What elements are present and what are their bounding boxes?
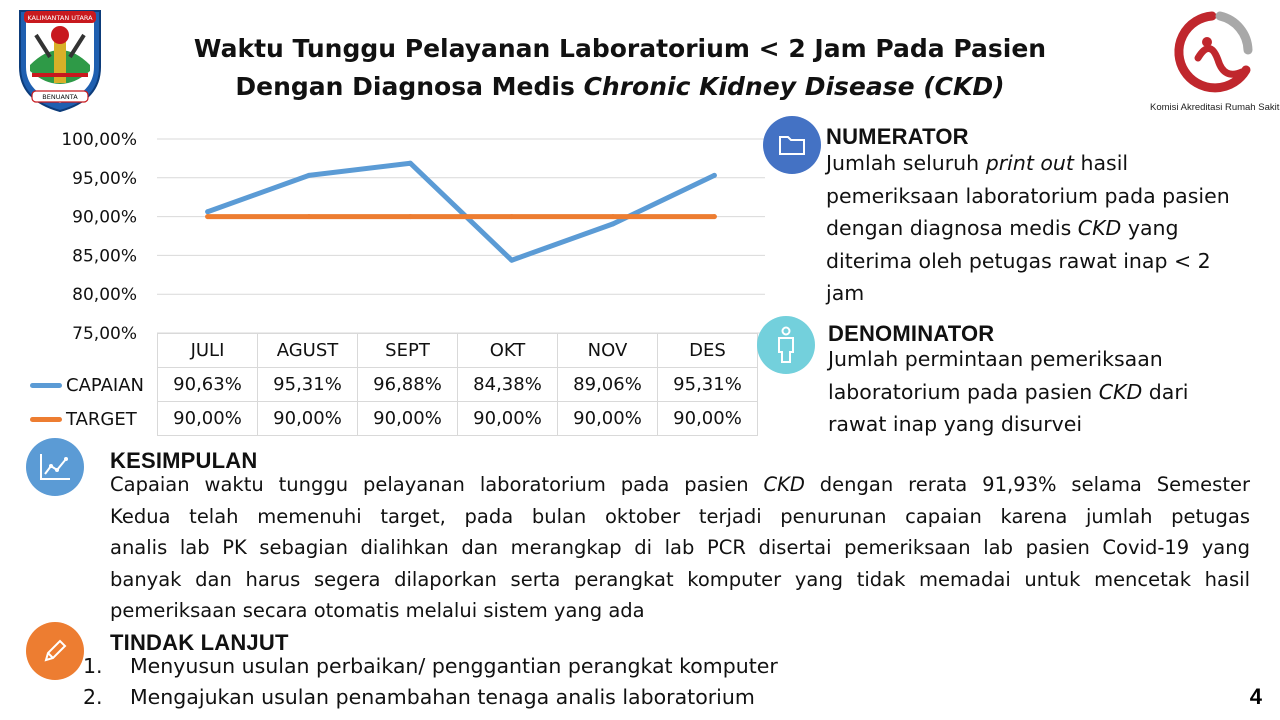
legend-entry: TARGET: [30, 402, 160, 436]
y-tick-label: 75,00%: [72, 324, 137, 344]
list-item-text: Menyusun usulan perbaikan/ penggantian p…: [130, 654, 778, 678]
numerator-line: pemeriksaan laboratorium pada pasien: [826, 183, 1230, 208]
kesimpulan-badge: [26, 438, 84, 496]
kars-logo: Komisi Akreditasi Rumah Sakit: [1150, 8, 1280, 118]
data-label: 90,00%: [457, 401, 558, 436]
kesimpulan-line: banyak dan harus segera dilaporkan serta…: [110, 567, 1250, 591]
denominator-line: Jumlah permintaan pemeriksaan: [828, 347, 1163, 371]
numerator-line: diterima oleh petugas rawat inap < 2: [826, 248, 1211, 273]
legend-swatch: [30, 382, 62, 388]
data-label: 84,38%: [457, 367, 558, 402]
list-item: 2. Mengajukan usulan penambahan tenaga an…: [83, 685, 778, 716]
numerator-text: Jumlah seluruh print out hasil pemeriksaa…: [826, 147, 1230, 310]
chart-series: [205, 160, 717, 263]
data-point-capaian: [407, 160, 413, 166]
x-tick-label: NOV: [557, 333, 658, 368]
data-point-capaian: [711, 172, 717, 178]
data-point-capaian: [205, 209, 211, 215]
kars-caption: Komisi Akreditasi Rumah Sakit: [1150, 102, 1280, 113]
legend-swatch: [30, 416, 62, 422]
y-tick-label: 100,00%: [61, 130, 137, 150]
data-label: 95,31%: [257, 367, 358, 402]
person-icon: [778, 326, 794, 363]
list-item-number: 1.: [83, 654, 103, 678]
page-number: 4: [1249, 684, 1262, 709]
pencil-icon: [44, 639, 67, 662]
chart-grid: [157, 138, 765, 334]
data-point-target: [205, 214, 211, 220]
kesimpulan-heading: KESIMPULAN: [110, 448, 258, 473]
legend-label: TARGET: [66, 408, 137, 430]
title-line-1: Waktu Tunggu Pelayanan Laboratorium < 2 …: [193, 34, 1047, 63]
data-point-capaian: [610, 221, 616, 227]
denominator-text: Jumlah permintaan pemeriksaan laboratoriu…: [828, 343, 1189, 441]
numerator-line: Jumlah seluruh print out hasil: [826, 151, 1129, 175]
y-tick-label: 80,00%: [72, 285, 137, 305]
kars-mark-icon: [1174, 11, 1253, 93]
data-point-target: [711, 214, 717, 220]
page-title: Waktu Tunggu Pelayanan Laboratorium < 2 …: [140, 30, 1100, 106]
legend-entry: CAPAIAN: [30, 368, 160, 402]
emblem-banner-bottom: BENUANTA: [42, 93, 78, 101]
province-emblem-logo: KALIMANTAN UTARA BENUANTA: [19, 10, 101, 113]
table-row: 90,63% 95,31% 96,88% 84,38% 89,06% 95,31%: [157, 367, 758, 402]
data-point-capaian: [509, 257, 515, 263]
chart-data-table: JULI AGUST SEPT OKT NOV DES 90,63% 95,31% 96,88%…: [157, 333, 758, 436]
numerator-line: jam: [826, 281, 865, 305]
kesimpulan-text: Capaian waktu tunggu pelayanan laborator…: [110, 469, 1250, 627]
folder-icon: [779, 136, 805, 155]
numerator-heading: NUMERATOR: [826, 124, 969, 149]
denominator-line: laboratorium pada pasien CKD dari: [828, 379, 1189, 404]
data-label: 90,00%: [357, 401, 458, 436]
list-item-text: Mengajukan usulan penambahan tenaga anal…: [130, 685, 755, 709]
kesimpulan-line: pemeriksaan secara otomatis melalui sist…: [110, 599, 645, 622]
y-tick-label: 95,00%: [72, 169, 137, 189]
data-label: 90,00%: [257, 401, 358, 436]
tindak-lanjut-heading: TINDAK LANJUT: [110, 630, 289, 655]
y-tick-label: 85,00%: [72, 246, 137, 266]
data-label: 89,06%: [557, 367, 658, 402]
data-label: 90,63%: [157, 367, 258, 402]
kesimpulan-line: analis lab PK sebagian dialihkan dan mer…: [110, 536, 1250, 559]
x-tick-label: DES: [657, 333, 758, 368]
denominator-line: rawat inap yang disurvei: [828, 412, 1083, 436]
emblem-banner-top: KALIMANTAN UTARA: [27, 14, 93, 22]
data-point-target: [407, 214, 413, 220]
data-label: 90,00%: [657, 401, 758, 436]
list-item: 1. Menyusun usulan perbaikan/ penggantian…: [83, 654, 778, 685]
line-chart: 100,00% 95,00% 90,00% 85,00% 80,00% 75,00%: [61, 130, 765, 344]
denominator-heading: DENOMINATOR: [828, 321, 995, 346]
denominator-badge: [757, 316, 815, 374]
list-item-number: 2.: [83, 685, 103, 709]
data-label: 95,31%: [657, 367, 758, 402]
x-tick-label: SEPT: [357, 333, 458, 368]
data-point-target: [610, 214, 616, 220]
numerator-line: dengan diagnosa medis CKD yang: [826, 216, 1179, 240]
kesimpulan-line: Capaian waktu tunggu pelayanan laborator…: [110, 473, 1250, 496]
x-tick-label: OKT: [457, 333, 558, 368]
kesimpulan-line: Kedua telah memenuhi target, pada bulan …: [110, 504, 1250, 528]
tindak-lanjut-list: 1. Menyusun usulan perbaikan/ penggantian…: [83, 654, 778, 716]
data-point-capaian: [306, 172, 312, 178]
x-tick-label: JULI: [157, 333, 258, 368]
series-legend: CAPAIAN TARGET: [30, 368, 160, 436]
numerator-badge: [763, 116, 821, 174]
table-row: 90,00% 90,00% 90,00% 90,00% 90,00% 90,00%: [157, 401, 758, 436]
data-label: 96,88%: [357, 367, 458, 402]
y-tick-label: 90,00%: [72, 208, 137, 228]
data-label: 90,00%: [557, 401, 658, 436]
tindak-lanjut-badge: [26, 622, 84, 680]
title-line-2: Dengan Diagnosa Medis Chronic Kidney Dis…: [235, 72, 1005, 101]
y-axis-ticks: 100,00% 95,00% 90,00% 85,00% 80,00% 75,00%: [61, 130, 137, 344]
data-point-target: [509, 214, 515, 220]
x-tick-label: AGUST: [257, 333, 358, 368]
data-label: 90,00%: [157, 401, 258, 436]
data-point-target: [306, 214, 312, 220]
chart-icon: [40, 454, 70, 480]
legend-label: CAPAIAN: [66, 374, 144, 396]
